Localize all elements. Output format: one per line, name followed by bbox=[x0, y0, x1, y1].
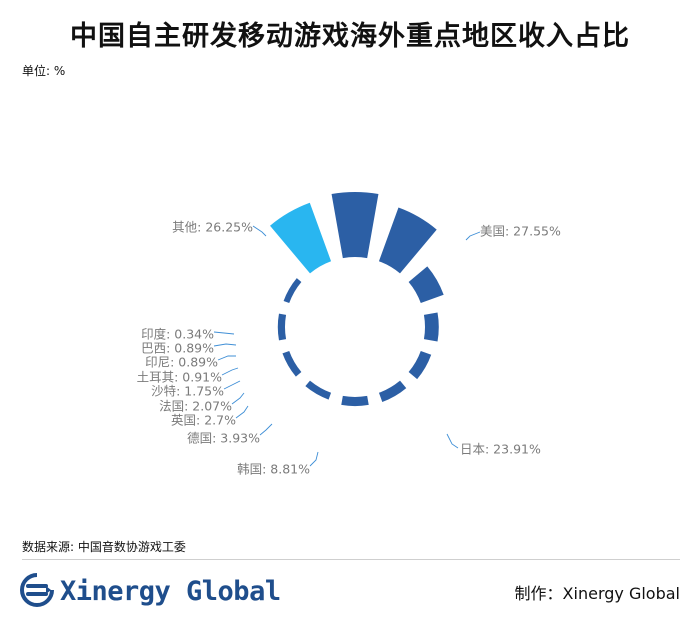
leader-line-4 bbox=[259, 423, 273, 436]
slice-6 bbox=[378, 380, 407, 402]
slice-5 bbox=[408, 350, 432, 380]
leader-line-6 bbox=[231, 392, 245, 405]
xinergy-logo-icon bbox=[20, 573, 54, 607]
source-note: 数据来源: 中国音数协游戏工委 bbox=[22, 540, 186, 554]
slice-7 bbox=[341, 395, 369, 407]
slice-10 bbox=[277, 313, 287, 341]
slice-3 bbox=[408, 266, 444, 304]
slices-group bbox=[270, 191, 444, 407]
data-label-10: 巴西: 0.89% bbox=[141, 341, 214, 356]
data-label-3: 韩国: 8.81% bbox=[237, 462, 310, 477]
data-label-11: 印度: 0.34% bbox=[141, 327, 214, 342]
leader-line-5 bbox=[235, 405, 249, 419]
data-label-1: 美国: 27.55% bbox=[480, 224, 561, 239]
slice-1 bbox=[331, 191, 379, 259]
data-label-5: 英国: 2.7% bbox=[171, 413, 236, 428]
slice-8 bbox=[305, 380, 332, 400]
leader-line-8 bbox=[221, 367, 239, 376]
slice-12 bbox=[270, 202, 332, 274]
credit-note: 制作：Xinergy Global bbox=[514, 584, 680, 603]
rose-chart: 美国: 27.55% 日本: 23.91% 韩国: 8.81% 德国: 3.93% 英国… bbox=[137, 191, 561, 477]
slice-11 bbox=[283, 278, 302, 304]
leader-lines-group bbox=[213, 225, 481, 467]
leader-line-1 bbox=[465, 231, 481, 241]
slice-9 bbox=[282, 350, 302, 377]
data-label-2: 日本: 23.91% bbox=[460, 442, 541, 457]
labels-group: 美国: 27.55% 日本: 23.91% 韩国: 8.81% 德国: 3.93% 英国… bbox=[137, 220, 561, 477]
leader-line-9 bbox=[217, 355, 236, 361]
data-label-12: 其他: 26.25% bbox=[172, 220, 253, 235]
leader-line-3 bbox=[309, 451, 319, 467]
unit-label: 单位: % bbox=[22, 64, 66, 78]
leader-line-11 bbox=[213, 331, 235, 335]
logo-text: Xinergy Global bbox=[60, 575, 281, 607]
leader-line-2 bbox=[446, 433, 459, 449]
data-label-8: 土耳其: 0.91% bbox=[137, 370, 223, 385]
leader-line-10 bbox=[213, 343, 237, 347]
slice-4 bbox=[423, 312, 439, 342]
data-label-7: 沙特: 1.75% bbox=[151, 384, 224, 399]
chart-title: 中国自主研发移动游戏海外重点地区收入占比 bbox=[70, 21, 630, 52]
data-label-4: 德国: 3.93% bbox=[187, 431, 260, 446]
leader-line-7 bbox=[223, 380, 241, 390]
brand-logo: Xinergy Global bbox=[20, 569, 281, 613]
leader-line-12 bbox=[252, 225, 267, 237]
slice-2 bbox=[378, 207, 437, 274]
data-label-6: 法国: 2.07% bbox=[159, 399, 232, 414]
data-label-9: 印尼: 0.89% bbox=[145, 355, 218, 370]
footer-divider bbox=[22, 559, 680, 560]
